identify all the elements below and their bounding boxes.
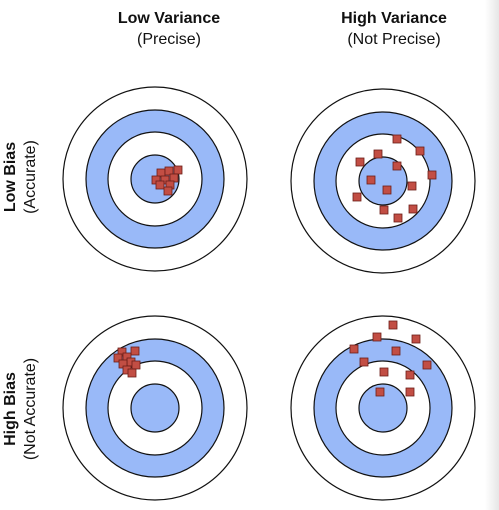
shot-marker: [349, 344, 359, 354]
shot-marker: [407, 181, 417, 191]
bullseye: [130, 383, 180, 433]
page-edge-shadow: [485, 0, 499, 510]
shot-marker: [355, 157, 365, 167]
column-subtitle: (Not Precise): [347, 31, 441, 48]
shot-marker: [160, 175, 170, 185]
column-title: High Variance: [341, 10, 447, 27]
bullseye: [358, 383, 408, 433]
shot-marker: [130, 346, 140, 356]
column-subtitle: (Precise): [136, 31, 201, 48]
shot-marker: [113, 353, 123, 363]
shot-marker: [375, 387, 385, 397]
shot-marker: [163, 186, 173, 196]
shot-marker: [164, 166, 174, 176]
target-low-bias-high-variance: [290, 88, 476, 274]
shot-marker: [359, 357, 369, 367]
shot-marker: [392, 134, 402, 144]
column-title: Low Variance: [117, 10, 221, 27]
shot-marker: [415, 146, 425, 156]
shot-marker: [379, 205, 389, 215]
shot-marker: [405, 387, 415, 397]
shot-marker: [131, 360, 141, 370]
shot-marker: [379, 367, 389, 377]
shot-marker: [392, 161, 402, 171]
shot-marker: [373, 149, 383, 159]
shot-marker: [422, 360, 432, 370]
shot-marker: [382, 185, 392, 195]
target-high-bias-low-variance: [62, 315, 248, 501]
shot-marker: [411, 334, 421, 344]
shot-marker: [391, 346, 401, 356]
target-high-bias-high-variance: [290, 315, 476, 501]
shot-marker: [155, 180, 165, 190]
column-header-low-variance: Low Variance (Precise): [79, 8, 259, 50]
shot-marker: [366, 175, 376, 185]
shot-marker: [388, 320, 398, 330]
shot-marker: [427, 170, 437, 180]
column-header-high-variance: High Variance (Not Precise): [304, 8, 484, 50]
shot-marker: [173, 165, 183, 175]
shot-marker: [127, 368, 137, 378]
shot-marker: [393, 213, 403, 223]
shot-marker: [372, 332, 382, 342]
shot-marker: [352, 192, 362, 202]
shot-marker: [408, 204, 418, 214]
shot-marker: [405, 370, 415, 380]
target-low-bias-low-variance: [62, 86, 248, 272]
